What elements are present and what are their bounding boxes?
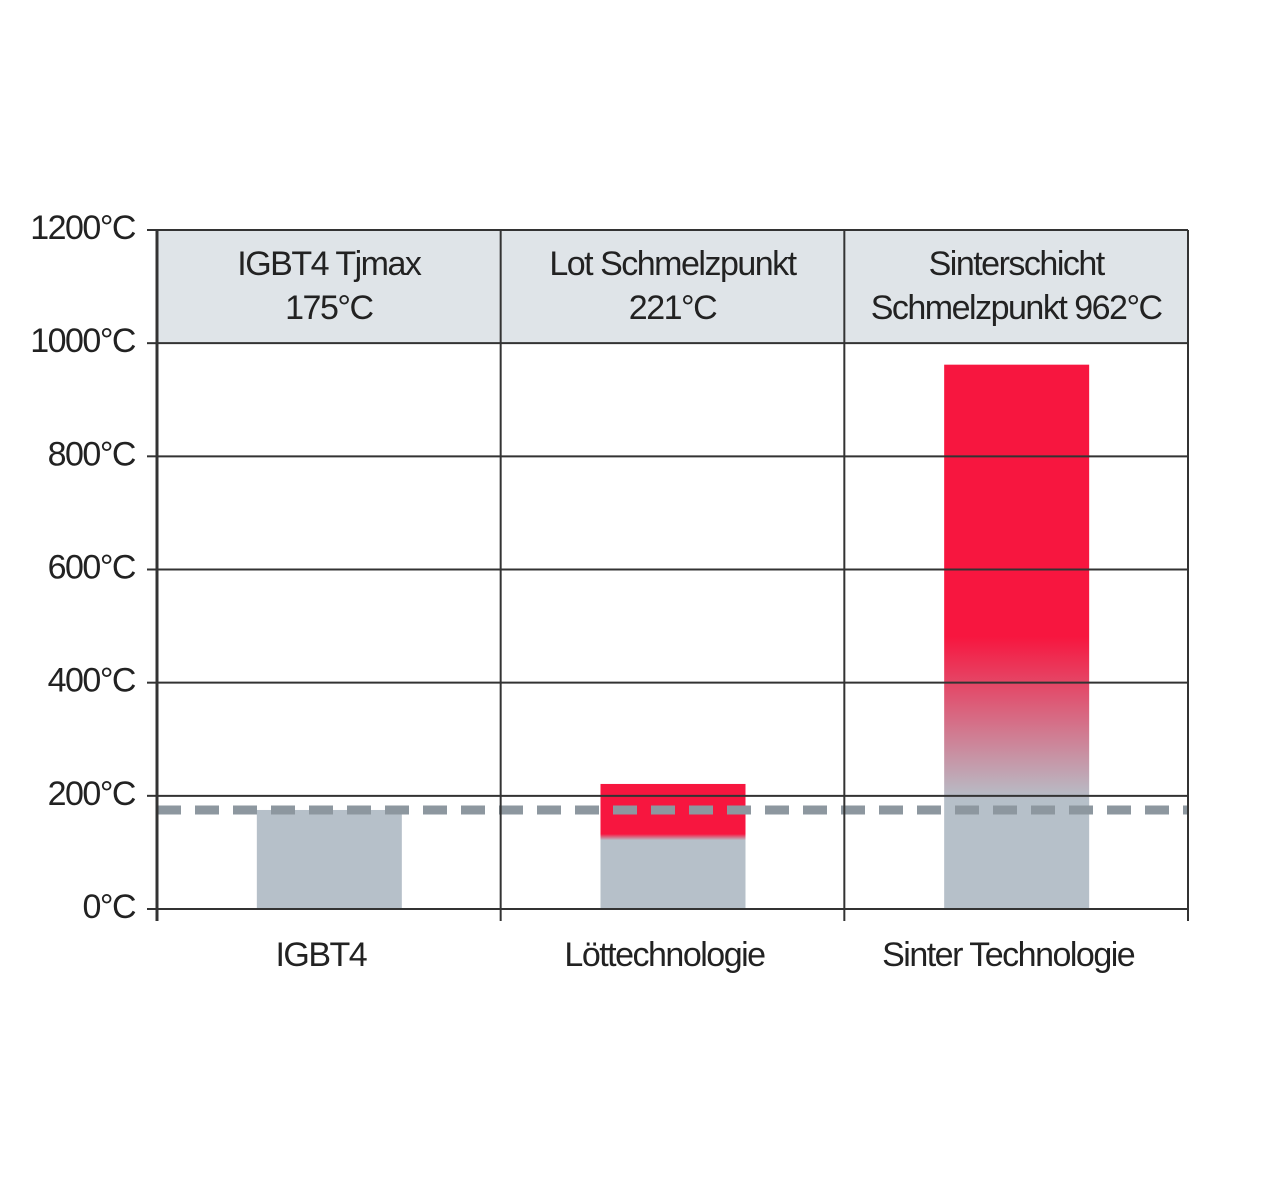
x-tick-label: Löttechnologie: [564, 936, 765, 974]
y-tick-label: 0°C: [82, 888, 136, 926]
header-label: Sinterschicht: [929, 245, 1106, 283]
y-tick-label: 1200°C: [30, 209, 136, 247]
y-tick-label: 800°C: [48, 435, 136, 473]
y-tick-label: 200°C: [48, 775, 136, 813]
bar: [600, 783, 746, 909]
bar: [944, 364, 1090, 909]
y-tick-label: 400°C: [48, 662, 136, 700]
header-label: 175°C: [285, 289, 373, 327]
header-label: IGBT4 Tjmax: [237, 245, 422, 283]
x-tick-label: Sinter Technologie: [882, 936, 1135, 974]
y-tick-label: 600°C: [48, 548, 136, 586]
bar: [256, 809, 402, 909]
header-band: [157, 230, 1188, 344]
header-label: Lot Schmelzpunkt: [549, 245, 797, 283]
header-label: Schmelzpunkt 962°C: [871, 289, 1163, 327]
header-label: 221°C: [629, 289, 717, 327]
x-tick-label: IGBT4: [275, 936, 366, 974]
y-tick-label: 1000°C: [30, 322, 136, 360]
